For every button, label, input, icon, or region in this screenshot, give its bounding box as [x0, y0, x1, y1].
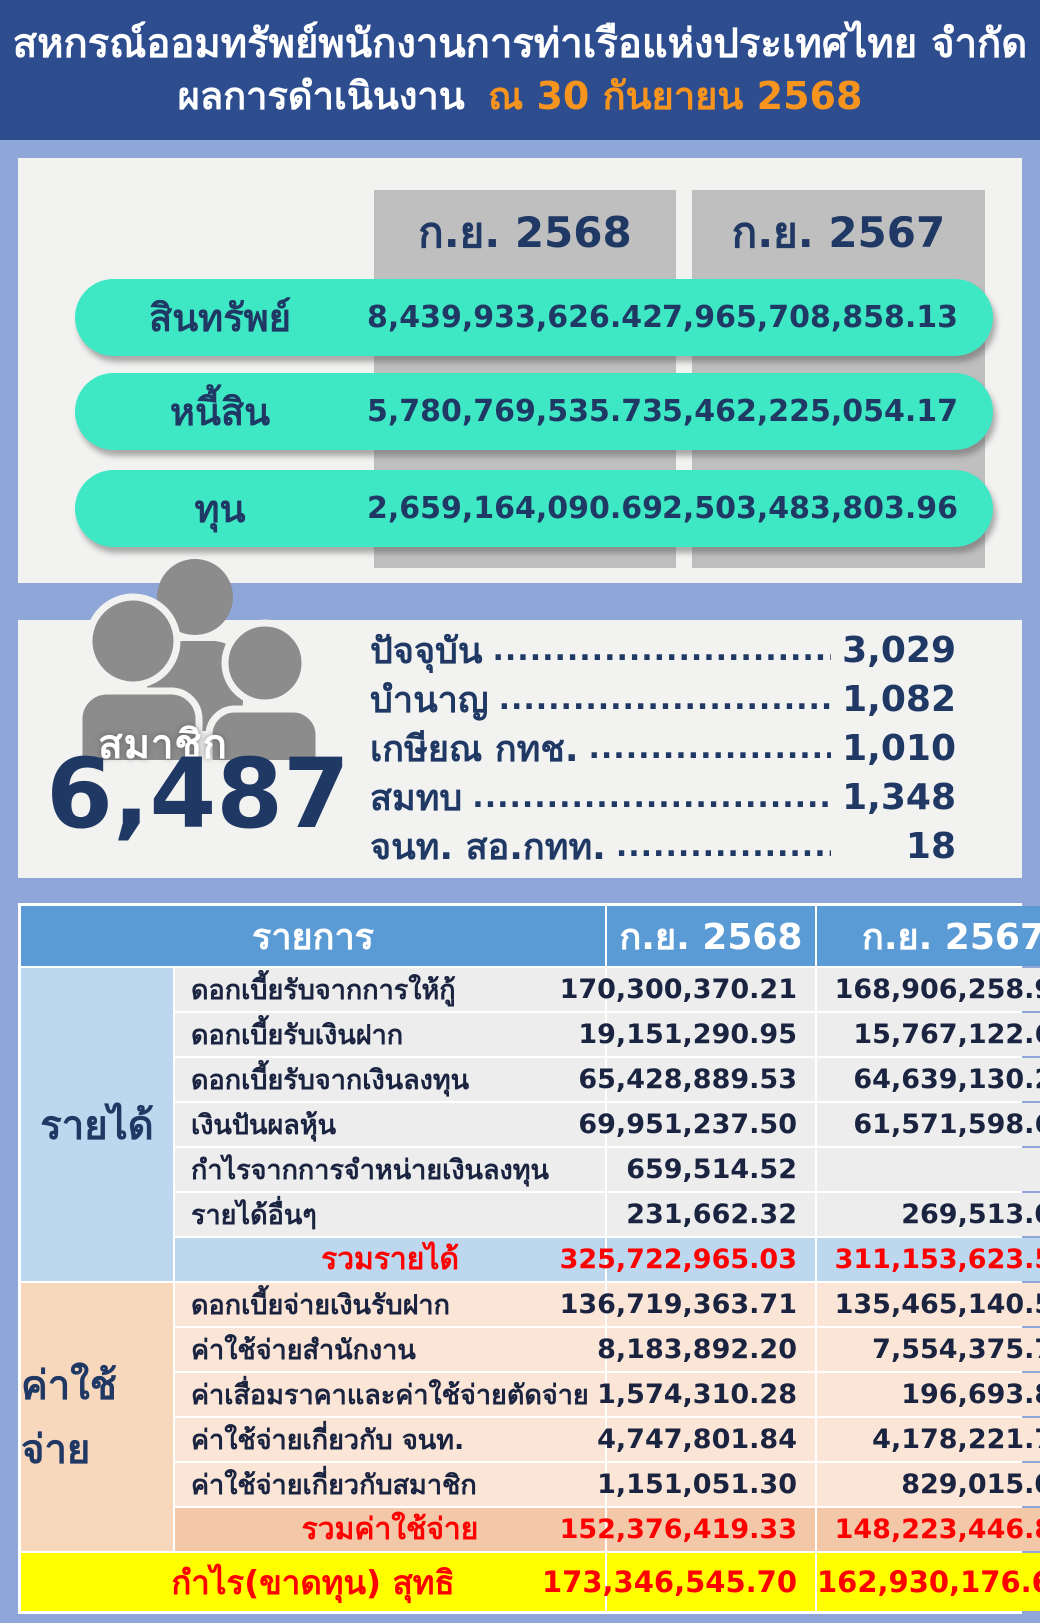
expense-item-2567: 4,178,221.75: [817, 1418, 1040, 1461]
member-row-label: บำนาญ: [370, 680, 489, 721]
income-total-2567: 311,153,623.53: [817, 1238, 1040, 1281]
expense-item-2567: 135,465,140.54: [817, 1283, 1040, 1326]
report-date: ณ 30 กันยายน 2568: [487, 74, 863, 119]
member-row-label: ปัจจุบัน: [370, 631, 483, 672]
income-item-label: ดอกเบี้ยรับจากการให้กู้: [175, 968, 605, 1011]
expense-item-label: ค่าใช้จ่ายเกี่ยวกับสมาชิก: [175, 1463, 605, 1506]
income-item-label: ดอกเบี้ยรับจากเงินลงทุน: [175, 1058, 605, 1101]
dot-leader: [616, 829, 831, 864]
liabilities-row: หนี้สิน 5,780,769,535.73 5,462,225,054.1…: [75, 373, 993, 450]
column-header-2567: ก.ย. 2567: [731, 208, 946, 257]
dot-leader: [472, 780, 831, 815]
capital-row: ทุน 2,659,164,090.69 2,503,483,803.96: [75, 470, 993, 547]
income-item-label: ดอกเบี้ยรับเงินฝาก: [175, 1013, 605, 1056]
income-item-2568: 170,300,370.21: [560, 968, 815, 1011]
expense-item-2567: 196,693.84: [817, 1373, 1040, 1416]
assets-2567: 7,965,708,858.13: [661, 300, 959, 335]
capital-label: ทุน: [194, 487, 246, 531]
member-row-staff: จนท. สอ.กทท. 18: [370, 822, 956, 871]
expense-item-2568: 1,574,310.28: [597, 1373, 815, 1416]
capital-2568: 2,659,164,090.69: [366, 491, 664, 526]
assets-2568: 8,439,933,626.42: [366, 300, 664, 335]
expense-item-2567: 7,554,375.73: [817, 1328, 1040, 1371]
liabilities-2568: 5,780,769,535.73: [366, 394, 664, 429]
income-item-label: รายได้อื่นๆ: [175, 1193, 605, 1236]
member-row-value: 3,029: [842, 630, 956, 671]
income-item-2567: 15,767,122.68: [817, 1013, 1040, 1056]
expense-item-label: ดอกเบี้ยจ่ายเงินรับฝาก: [175, 1283, 605, 1326]
member-row-label: จนท. สอ.กทท.: [370, 827, 606, 868]
expense-item-2568: 8,183,892.20: [597, 1328, 815, 1371]
net-profit-label: กำไร(ขาดทุน) สุทธิ: [21, 1553, 605, 1611]
table-header-item: รายการ: [21, 906, 605, 966]
expense-total-2567: 148,223,446.86: [817, 1508, 1040, 1551]
income-item-2567: 61,571,598.63: [817, 1103, 1040, 1146]
members-label: สมาชิก: [98, 722, 228, 768]
income-item-2568: 231,662.32: [607, 1193, 815, 1236]
income-item-2567: 269,513.06: [817, 1193, 1040, 1236]
column-header-2568: ก.ย. 2568: [418, 208, 632, 257]
liabilities-2567: 5,462,225,054.17: [661, 394, 959, 429]
expense-total-2568: 152,376,419.33: [560, 1508, 815, 1551]
income-item-2568: 19,151,290.95: [578, 1013, 815, 1056]
table-header-2567: ก.ย. 2567: [817, 906, 1040, 966]
member-row-pension: บำนาญ 1,082: [370, 675, 956, 724]
expense-item-2568: 4,747,801.84: [597, 1418, 815, 1461]
members-card: สมาชิก 6,487 ปัจจุบัน 3,029 บำนาญ 1,082 …: [18, 559, 1022, 878]
member-row-associate: สมทบ 1,348: [370, 773, 956, 822]
income-total-2568: 325,722,965.03: [560, 1238, 815, 1281]
expense-item-label: ค่าใช้จ่ายเกี่ยวกับ จนท.: [175, 1418, 605, 1461]
expense-item-label: ค่าใช้จ่ายสำนักงาน: [175, 1328, 605, 1371]
member-row-retired: เกษียณ กทช. 1,010: [370, 724, 956, 773]
expense-item-2568: 136,719,363.71: [560, 1283, 815, 1326]
liabilities-label: หนี้สิน: [169, 390, 271, 434]
capital-2567: 2,503,483,803.96: [661, 491, 959, 526]
member-row-label: เกษียณ กทช.: [370, 729, 579, 770]
members-group-icon: [75, 559, 320, 760]
income-expense-table: รายการ ก.ย. 2568 ก.ย. 2567 รายได้ ค่าใช้…: [18, 903, 1040, 1614]
subtitle-text: ผลการดำเนินงาน: [177, 74, 465, 119]
net-profit-2568: 173,346,545.70: [542, 1553, 815, 1611]
members-breakdown-list: ปัจจุบัน 3,029 บำนาญ 1,082 เกษียณ กทช. 1…: [370, 626, 956, 871]
assets-row: สินทรัพย์ 8,439,933,626.42 7,965,708,858…: [75, 279, 993, 356]
income-total-label: รวมรายได้: [175, 1238, 605, 1281]
expense-item-2568: 1,151,051.30: [597, 1463, 815, 1506]
report-subtitle: ผลการดำเนินงาน ณ 30 กันยายน 2568: [177, 74, 863, 119]
income-category-label: รายได้: [21, 968, 173, 1281]
member-row-value: 1,348: [842, 777, 956, 818]
report-header: สหกรณ์ออมทรัพย์พนักงานการท่าเรือแห่งประเ…: [0, 0, 1040, 140]
expense-total-label: รวมค่าใช้จ่าย: [175, 1508, 605, 1551]
member-row-value: 1,010: [842, 728, 956, 769]
income-item-label: กำไรจากการจำหน่ายเงินลงทุน: [175, 1148, 605, 1191]
member-row-value: 18: [905, 826, 956, 867]
member-row-value: 1,082: [842, 679, 956, 720]
income-item-2568: 69,951,237.50: [578, 1103, 815, 1146]
expense-item-2567: 829,015.00: [817, 1463, 1040, 1506]
income-item-2568: 65,428,889.53: [578, 1058, 815, 1101]
income-item-label: เงินปันผลหุ้น: [175, 1103, 605, 1146]
member-row-label: สมทบ: [370, 778, 463, 819]
dot-leader: [589, 731, 832, 766]
table-header-2568: ก.ย. 2568: [607, 906, 815, 966]
income-item-2568: 659,514.52: [607, 1148, 815, 1191]
income-item-2567: 168,906,258.96: [817, 968, 1040, 1011]
assets-label: สินทรัพย์: [149, 296, 291, 340]
expense-item-label: ค่าเสื่อมราคาและค่าใช้จ่ายตัดจ่าย: [175, 1373, 605, 1416]
dot-leader: [499, 682, 831, 717]
dot-leader: [493, 633, 832, 668]
members-total-count: 6,487: [46, 738, 350, 850]
member-row-current: ปัจจุบัน 3,029: [370, 626, 956, 675]
income-item-2567: 64,639,130.20: [817, 1058, 1040, 1101]
balance-card: ก.ย. 2568 ก.ย. 2567 สินทรัพย์ 8,439,933,…: [18, 158, 1022, 583]
net-profit-2567: 162,930,176.67: [817, 1553, 1040, 1611]
org-title: สหกรณ์ออมทรัพย์พนักงานการท่าเรือแห่งประเ…: [12, 21, 1028, 68]
expense-category-label: ค่าใช้จ่าย: [21, 1283, 173, 1551]
income-item-2567: -: [817, 1148, 1040, 1191]
